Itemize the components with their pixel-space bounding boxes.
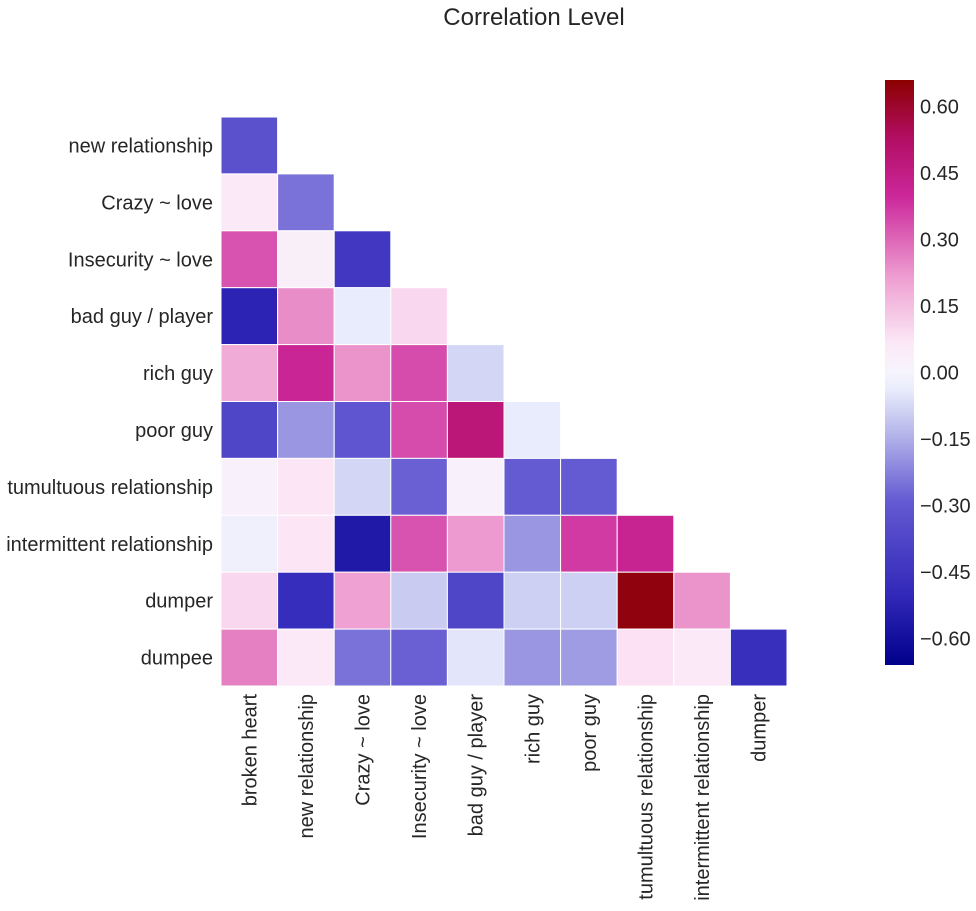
x-tick-label: dumper <box>749 694 771 762</box>
heatmap-cell <box>220 173 279 232</box>
heatmap-cell <box>220 571 279 630</box>
heatmap-cell <box>333 628 392 687</box>
heatmap-cell <box>277 571 335 630</box>
heatmap-cell <box>333 514 392 573</box>
heatmap-cell <box>220 457 279 516</box>
colorbar-tick-label: 0.60 <box>920 97 959 119</box>
heatmap-cell <box>220 287 279 346</box>
heatmap-cell <box>390 401 448 459</box>
heatmap-cell <box>220 628 279 687</box>
heatmap-cell <box>446 344 505 403</box>
colorbar-tick-label: −0.45 <box>920 562 971 584</box>
heatmap-cell <box>277 287 335 346</box>
heatmap-cell <box>277 173 335 232</box>
heatmap-cell <box>673 571 731 630</box>
colorbar-tick-label: −0.15 <box>920 429 971 451</box>
y-tick-label: tumultuous relationship <box>7 477 213 499</box>
heatmap-cell <box>446 628 505 687</box>
x-tick-label: tumultuous relationship <box>636 694 658 900</box>
heatmap-cell <box>390 514 448 573</box>
x-tick-label: bad guy / player <box>466 694 488 837</box>
heatmap-cell <box>220 514 279 573</box>
x-tick-labels: broken heart new relationship Crazy ~ love… <box>239 694 770 901</box>
heatmap-cell <box>560 457 618 516</box>
heatmap-cell <box>503 571 562 630</box>
y-tick-label: bad guy / player <box>71 306 214 328</box>
heatmap-cell <box>390 628 448 687</box>
heatmap-cell <box>446 401 505 459</box>
heatmap-cell <box>277 628 335 687</box>
heatmap-cell <box>277 230 335 289</box>
colorbar-gradient <box>885 80 914 665</box>
heatmap-cell <box>333 571 392 630</box>
colorbar-tick-label: −0.60 <box>920 628 971 650</box>
y-tick-label: rich guy <box>143 363 213 385</box>
heatmap-cell <box>390 344 448 403</box>
chart-title: Correlation Level <box>443 4 624 31</box>
x-tick-label: rich guy <box>522 694 544 764</box>
heatmap-cell <box>446 457 505 516</box>
colorbar: 0.60 0.45 0.30 0.15 0.00 −0.15 −0.30 −0.45 −0.60 <box>885 80 971 665</box>
x-tick-label: new relationship <box>296 694 318 839</box>
heatmap-cell <box>616 514 675 573</box>
x-tick-label: intermittent relationship <box>692 694 714 901</box>
heatmap-cell <box>390 457 448 516</box>
heatmap-cell <box>616 571 675 630</box>
heatmap-cell <box>560 571 618 630</box>
heatmap-cell <box>503 514 562 573</box>
x-tick-label: Insecurity ~ love <box>409 694 431 839</box>
heatmap-cell <box>333 344 392 403</box>
heatmap-cell <box>220 116 279 175</box>
heatmap-cell <box>616 628 675 687</box>
heatmap-cell <box>446 571 505 630</box>
y-tick-label: poor guy <box>135 420 213 442</box>
heatmap-cell <box>333 287 392 346</box>
x-tick-label: Crazy ~ love <box>353 694 375 806</box>
colorbar-tick-label: −0.30 <box>920 495 971 517</box>
y-tick-label: intermittent relationship <box>6 534 213 556</box>
heatmap-cell <box>220 344 279 403</box>
heatmap-cell <box>333 457 392 516</box>
heatmap-cell <box>560 628 618 687</box>
heatmap-cell <box>277 457 335 516</box>
x-tick-label: poor guy <box>579 694 601 772</box>
heatmap-cell <box>503 457 562 516</box>
heatmap-cell <box>277 514 335 573</box>
x-tick-label: broken heart <box>239 694 261 807</box>
heatmap-cell <box>220 230 279 289</box>
heatmap-cell <box>503 628 562 687</box>
heatmap-cell <box>277 344 335 403</box>
y-tick-label: Crazy ~ love <box>101 192 213 214</box>
y-tick-label: Insecurity ~ love <box>68 249 213 271</box>
heatmap-cell <box>673 628 731 687</box>
heatmap-cell <box>390 287 448 346</box>
heatmap-cell <box>729 628 788 687</box>
heatmap-cell <box>220 401 279 459</box>
heatmap-cells <box>220 116 788 687</box>
colorbar-tick-label: 0.00 <box>920 363 959 385</box>
y-tick-labels: new relationship Crazy ~ love Insecurity ~… <box>6 135 213 669</box>
heatmap-cell <box>503 401 562 459</box>
colorbar-tick-label: 0.45 <box>920 163 959 185</box>
colorbar-tick-label: 0.15 <box>920 296 959 318</box>
heatmap-cell <box>277 401 335 459</box>
y-tick-label: dumpee <box>141 648 213 670</box>
heatmap-cell <box>446 514 505 573</box>
heatmap-cell <box>333 401 392 459</box>
heatmap-cell <box>390 571 448 630</box>
colorbar-tick-label: 0.30 <box>920 230 959 252</box>
y-tick-label: new relationship <box>68 135 213 157</box>
heatmap-cell <box>560 514 618 573</box>
y-tick-label: dumper <box>145 591 213 613</box>
heatmap-cell <box>333 230 392 289</box>
